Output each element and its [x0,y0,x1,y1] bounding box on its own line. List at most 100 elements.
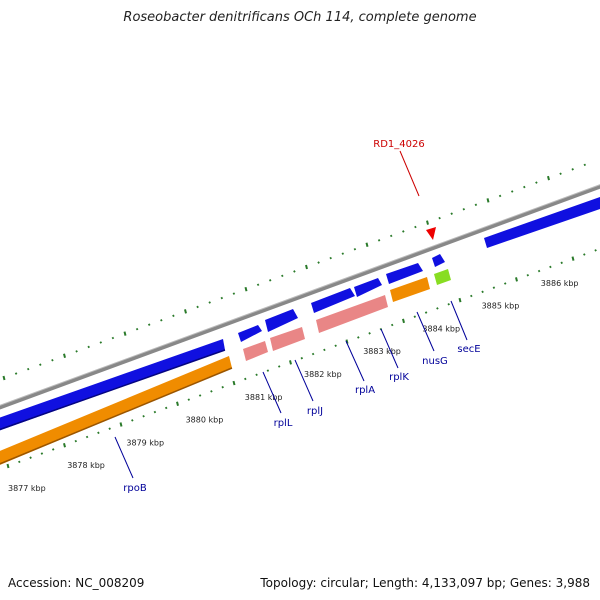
genome-map: RD1_4026 3877 kbp 3878 kbp 3879 kbp 3880 kb… [0,139,600,494]
inner-tick [594,249,597,252]
gene-leader-line [262,371,282,414]
scale-label: 3884 kbp [422,324,460,333]
inner-tick [29,456,32,459]
highlight-marker-icon[interactable] [426,227,436,240]
inner-tick [6,463,10,469]
gene-leader-line [380,328,399,369]
gene-label-rplL[interactable]: rplL [274,418,293,429]
inner-tick [176,401,179,407]
cds-band-left[interactable] [0,339,225,434]
genome-stats: Topology: circular; Length: 4,133,097 bp… [260,576,590,590]
cds-arrow-3[interactable] [311,288,355,313]
inner-tick [447,302,450,306]
cds-arrow-5[interactable] [386,263,423,284]
inner-tick [526,273,530,277]
inner-tick [187,398,191,401]
inner-tick [74,439,78,443]
outer-tick [75,350,78,353]
inner-tick [221,385,224,389]
outer-tick [353,247,357,251]
outer-tick [99,341,103,344]
outer-tick [232,292,236,295]
inner-tick [503,282,507,285]
outer-tick [244,286,248,292]
outer-tick [268,279,272,282]
gene-label-rpoB[interactable]: rpoB [123,483,147,494]
outer-tick [111,336,115,340]
gene-label-rplA[interactable]: rplA [355,385,375,396]
inner-tick [492,286,496,289]
cds-arrow-6[interactable] [432,254,445,267]
inner-tick [481,290,484,294]
outer-tick [571,168,574,171]
gene-label-rplK[interactable]: rplK [389,372,409,383]
gene-leader-line [345,340,365,382]
pink-feature-1[interactable] [243,341,268,361]
green-feature[interactable] [434,269,451,285]
inner-tick [560,261,563,265]
outer-tick [135,327,139,331]
inner-tick [583,253,586,256]
gene-label-secE[interactable]: secE [457,344,480,355]
gene-labels: rpoB rplL rplJ rplA rplK nusG secE [114,300,481,494]
outer-tick [329,256,332,260]
inner-tick [51,448,55,451]
inner-tick [97,431,100,435]
cds-arrow-1[interactable] [238,325,262,342]
pink-feature-2[interactable] [270,327,305,351]
outer-tick [377,239,381,242]
inner-tick [131,419,134,422]
inner-tick [119,422,123,427]
inner-tick [255,373,258,377]
outer-tick [160,318,163,322]
scale-label: 3885 kbp [482,302,520,311]
inner-tick [311,352,315,356]
highlight-label[interactable]: RD1_4026 [373,139,424,150]
outer-tick [402,230,405,233]
inner-tick [357,336,360,339]
inner-tick [402,318,405,324]
inner-tick [390,323,394,327]
inner-tick [244,377,247,381]
gene-leader-line [416,311,435,352]
inner-tick [40,452,44,455]
rrna-band-left[interactable] [0,356,232,469]
outer-tick [498,194,502,198]
inner-tick [436,307,439,310]
inner-tick-marks [6,249,597,469]
scale-label: 3886 kbp [541,279,579,288]
gene-label-rplJ[interactable]: rplJ [307,406,323,417]
pink-feature-3[interactable] [316,295,388,333]
outer-tick [523,185,526,189]
outer-tick [305,264,308,270]
outer-tick [26,367,30,371]
outer-tick [559,172,562,176]
outer-tick [87,345,90,349]
outer-tick [474,203,478,207]
outer-tick [184,309,187,314]
outer-tick [510,190,514,193]
inner-tick [164,406,168,410]
cds-arrow-4[interactable] [354,278,382,297]
outer-tick [196,305,199,309]
inner-tick [368,332,371,335]
gene-leader-line [294,359,314,402]
inner-tick [571,256,575,261]
inner-tick [232,380,236,386]
outer-tick [147,323,151,326]
outer-tick [317,261,320,264]
cds-arrow-right[interactable] [484,197,600,248]
genome-title: Roseobacter denitrificans OCh 114, compl… [123,10,477,25]
outer-tick [365,242,369,248]
scale-label: 3878 kbp [67,461,105,470]
gene-label-nusG[interactable]: nusG [422,356,448,367]
inner-tick [413,315,417,318]
scale-label: 3883 kbp [363,347,401,356]
outer-tick [450,212,453,215]
outer-tick [2,375,6,381]
cds-arrow-2[interactable] [265,309,298,332]
inner-tick [85,435,89,439]
orange-feature[interactable] [390,277,430,302]
genome-backbone-highlight [0,184,600,406]
highlight-leader-line [399,150,420,197]
